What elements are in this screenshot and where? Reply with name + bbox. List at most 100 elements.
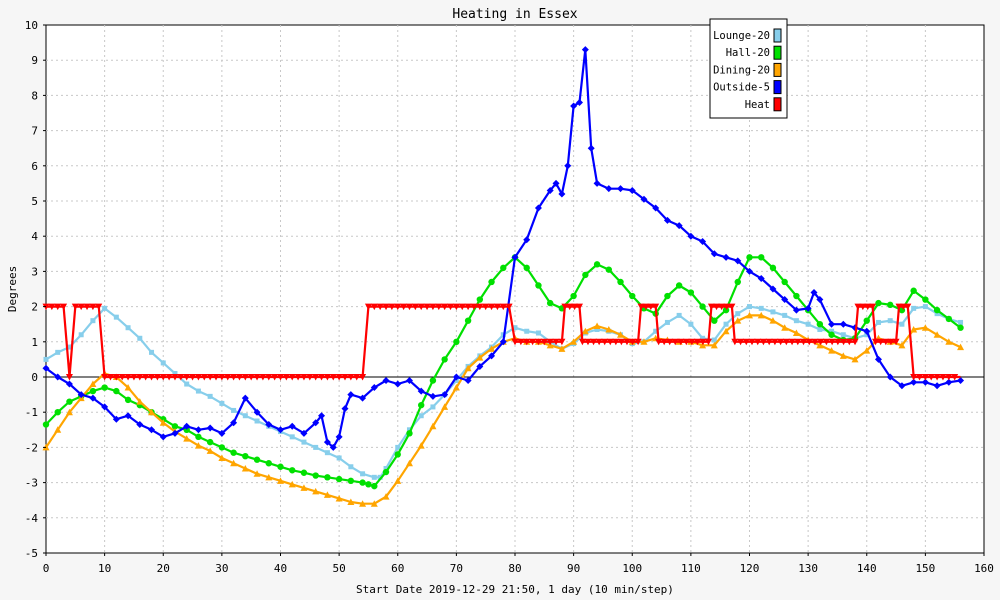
data-point (359, 394, 367, 402)
data-point (770, 309, 776, 315)
series-layer (42, 46, 965, 507)
data-point (899, 303, 907, 311)
data-point (288, 422, 296, 430)
data-point (329, 374, 337, 381)
data-point (546, 299, 554, 307)
data-point (54, 426, 62, 433)
data-point (429, 392, 437, 400)
data-point (958, 319, 964, 325)
data-point (405, 303, 413, 311)
data-point (90, 318, 96, 324)
data-point (171, 374, 179, 381)
data-point (370, 303, 378, 311)
data-point (66, 398, 73, 405)
data-point (805, 321, 811, 327)
data-point (55, 349, 61, 355)
data-point (957, 343, 965, 351)
data-point (488, 303, 496, 311)
data-point (652, 204, 660, 212)
data-point (757, 274, 765, 282)
data-point (429, 422, 437, 430)
data-point (277, 426, 284, 434)
data-point (594, 326, 600, 332)
data-point (699, 237, 707, 245)
data-point (323, 491, 331, 498)
data-point (628, 186, 636, 194)
x-tick-label: 110 (681, 562, 701, 575)
data-point (746, 267, 753, 275)
data-point (171, 429, 179, 437)
data-point (898, 341, 906, 349)
data-point (687, 289, 695, 296)
x-tick-label: 50 (333, 562, 346, 575)
data-point (323, 438, 331, 446)
data-point (359, 500, 367, 507)
data-point (394, 380, 402, 388)
data-point (464, 303, 472, 311)
data-point (816, 341, 824, 349)
data-point (578, 338, 586, 346)
data-point (288, 480, 296, 488)
data-point (682, 338, 690, 346)
x-tick-label: 140 (857, 562, 877, 575)
data-point (869, 303, 877, 311)
data-point (464, 317, 472, 324)
data-point (854, 303, 862, 311)
data-point (640, 338, 648, 345)
data-point (605, 325, 613, 333)
data-point (742, 338, 750, 346)
data-point (453, 378, 459, 384)
y-tick-label: 10 (25, 19, 38, 32)
data-point (872, 338, 880, 346)
data-point (523, 338, 531, 346)
data-point (731, 338, 739, 346)
data-point (910, 287, 917, 294)
data-point (148, 374, 156, 381)
data-point (757, 311, 765, 319)
data-point (113, 314, 119, 320)
data-point (933, 382, 941, 390)
data-point (453, 338, 460, 345)
data-point (804, 304, 812, 312)
data-point (765, 338, 773, 346)
data-point (125, 325, 131, 331)
data-point (476, 303, 484, 311)
data-point (359, 479, 366, 486)
y-tick-label: -3 (25, 477, 38, 490)
data-point (71, 303, 79, 311)
data-point (124, 396, 132, 404)
chart-title: Heating in Essex (452, 7, 577, 22)
data-point (265, 473, 273, 481)
data-point (934, 311, 940, 317)
data-point (242, 453, 249, 460)
data-point (206, 424, 214, 432)
data-point (777, 338, 785, 346)
data-point (664, 319, 670, 325)
data-point (710, 341, 718, 349)
data-point (159, 374, 167, 381)
legend-label: Lounge-20 (713, 30, 770, 42)
data-point (335, 374, 343, 381)
data-point (898, 382, 906, 390)
data-point (828, 347, 836, 354)
data-point (394, 477, 402, 484)
data-point (306, 374, 314, 381)
y-axis-title: Degrees (6, 266, 19, 312)
legend-label: Heat (745, 99, 770, 111)
data-point (336, 455, 342, 461)
data-point (265, 374, 273, 381)
data-point (335, 433, 343, 441)
data-point (722, 327, 730, 335)
y-tick-label: 6 (31, 160, 38, 173)
data-point (235, 374, 243, 381)
data-point (265, 421, 273, 429)
data-point (224, 374, 232, 381)
data-point (499, 303, 507, 311)
data-point (353, 374, 361, 381)
data-point (945, 374, 953, 381)
data-point (371, 474, 377, 480)
series-outside-5 (42, 46, 965, 451)
data-point (265, 460, 272, 467)
data-point (910, 325, 918, 333)
data-point (792, 329, 800, 336)
